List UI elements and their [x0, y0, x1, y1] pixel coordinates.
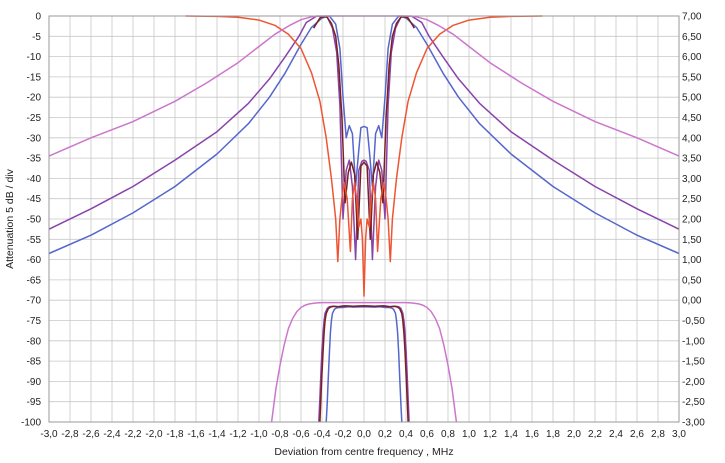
x-tick-label: -2,0 — [145, 429, 163, 440]
x-tick-label: 1,8 — [546, 429, 560, 440]
y2-tick-label: 6,50 — [682, 32, 702, 43]
series-line-2 — [48, 15, 680, 261]
x-tick-label: 0,4 — [399, 429, 413, 440]
x-tick-label: -3,0 — [40, 429, 58, 440]
y2-tick-label: 1,50 — [682, 235, 702, 246]
y2-tick-label: -1,50 — [682, 357, 705, 368]
y2-tick-label: 2,00 — [682, 215, 702, 226]
x-tick-label: 2,0 — [567, 429, 581, 440]
y-tick-label: -20 — [27, 93, 42, 104]
x-tick-label: 0,0 — [357, 429, 371, 440]
x-tick-label: -2,4 — [103, 429, 121, 440]
y-tick-label: -70 — [27, 296, 42, 307]
y-tick-label: -15 — [27, 72, 42, 83]
x-tick-label: -1,8 — [166, 429, 184, 440]
y2-tick-label: -1,00 — [682, 336, 705, 347]
x-tick-label: -0,8 — [271, 429, 289, 440]
y-tick-labels: 0 -5 -10 -15 -20 -25 -30 -35 -40 -45 -50 -55 -60 -65 -… — [21, 12, 41, 429]
x-tick-label: 0,6 — [420, 429, 434, 440]
y2-tick-label: 5,00 — [682, 93, 702, 104]
y-tick-label: -45 — [27, 194, 42, 205]
y2-tick-label: 5,50 — [682, 72, 702, 83]
x-tick-label: -1,2 — [229, 429, 247, 440]
x-tick-label: 1,0 — [462, 429, 476, 440]
x-tick-label: -2,8 — [61, 429, 79, 440]
x-tick-label: -1,0 — [250, 429, 268, 440]
y-axis-title: Attenuation 5 dB / div — [4, 168, 16, 269]
y-tick-label: -30 — [27, 133, 42, 144]
y-tick-label: -100 — [21, 418, 41, 429]
x-tick-label: -2,6 — [82, 429, 100, 440]
y2-tick-label: -2,50 — [682, 397, 705, 408]
y-tick-label: -55 — [27, 235, 42, 246]
series-line-7 — [325, 305, 403, 423]
y-tick-label: -95 — [27, 397, 42, 408]
y2-tick-label: -2,00 — [682, 377, 705, 388]
y-tick-label: -50 — [27, 215, 42, 226]
y-tick-label: -35 — [27, 154, 42, 165]
y2-tick-label: 3,00 — [682, 174, 702, 185]
y2-tick-label: 7,00 — [682, 12, 702, 23]
x-tick-label: 2,2 — [588, 429, 602, 440]
y-tick-label: -5 — [32, 32, 41, 43]
y2-tick-label: 1,00 — [682, 255, 702, 266]
y-tick-label: -25 — [27, 113, 42, 124]
x-tick-label: -0,2 — [334, 429, 352, 440]
x-tick-label: -0,4 — [313, 429, 331, 440]
plot-frame — [48, 15, 680, 423]
x-axis-title: Deviation from centre frequency , MHz — [274, 446, 453, 458]
y-tick-label: -40 — [27, 174, 42, 185]
y-tick-label: -85 — [27, 357, 42, 368]
y-tick-label: -90 — [27, 377, 42, 388]
x-tick-label: 1,6 — [525, 429, 539, 440]
x-tick-label: 3,0 — [672, 429, 686, 440]
y2-tick-label: 4,50 — [682, 113, 702, 124]
y2-tick-label: -0,50 — [682, 316, 705, 327]
y2-tick-label: 2,50 — [682, 194, 702, 205]
y-tick-label: -60 — [27, 255, 42, 266]
x-tick-label: -2,2 — [124, 429, 142, 440]
y2-tick-labels: 7,00 6,50 6,00 5,50 5,00 4,50 4,00 3,50 3,00 2,50… — [682, 12, 705, 429]
series-line-9 — [319, 305, 409, 423]
y2-tick-label: 0,50 — [682, 275, 702, 286]
series-line-1 — [48, 15, 680, 255]
x-tick-label: -1,4 — [208, 429, 226, 440]
y2-tick-label: 3,50 — [682, 154, 702, 165]
series-line-4 — [185, 15, 543, 297]
x-tick-label: -1,6 — [187, 429, 205, 440]
series-line-3 — [312, 15, 416, 241]
x-tick-label: 1,2 — [483, 429, 497, 440]
y2-tick-label: -3,00 — [682, 418, 705, 429]
y2-tick-label: 4,00 — [682, 133, 702, 144]
x-tick-label: 2,8 — [651, 429, 665, 440]
y2-tick-label: 6,00 — [682, 52, 702, 63]
grid — [48, 15, 680, 423]
x-tick-label: 0,2 — [378, 429, 392, 440]
y-tick-label: 0 — [35, 12, 41, 23]
y-tick-label: -10 — [27, 52, 42, 63]
x-tick-label: -0,6 — [292, 429, 310, 440]
y-tick-label: -80 — [27, 336, 42, 347]
x-tick-label: 1,4 — [504, 429, 518, 440]
x-tick-labels: -3,0 -2,8 -2,6 -2,4 -2,2 -2,0 -1,8 -1,6 -1,4 -1,2… — [40, 429, 686, 440]
y-tick-label: -65 — [27, 275, 42, 286]
series-line-6 — [270, 301, 458, 423]
y2-tick-label: 0,00 — [682, 296, 702, 307]
x-tick-label: 2,6 — [630, 429, 644, 440]
x-tick-label: 0,8 — [441, 429, 455, 440]
y-tick-label: -75 — [27, 316, 42, 327]
x-tick-label: 2,4 — [609, 429, 623, 440]
